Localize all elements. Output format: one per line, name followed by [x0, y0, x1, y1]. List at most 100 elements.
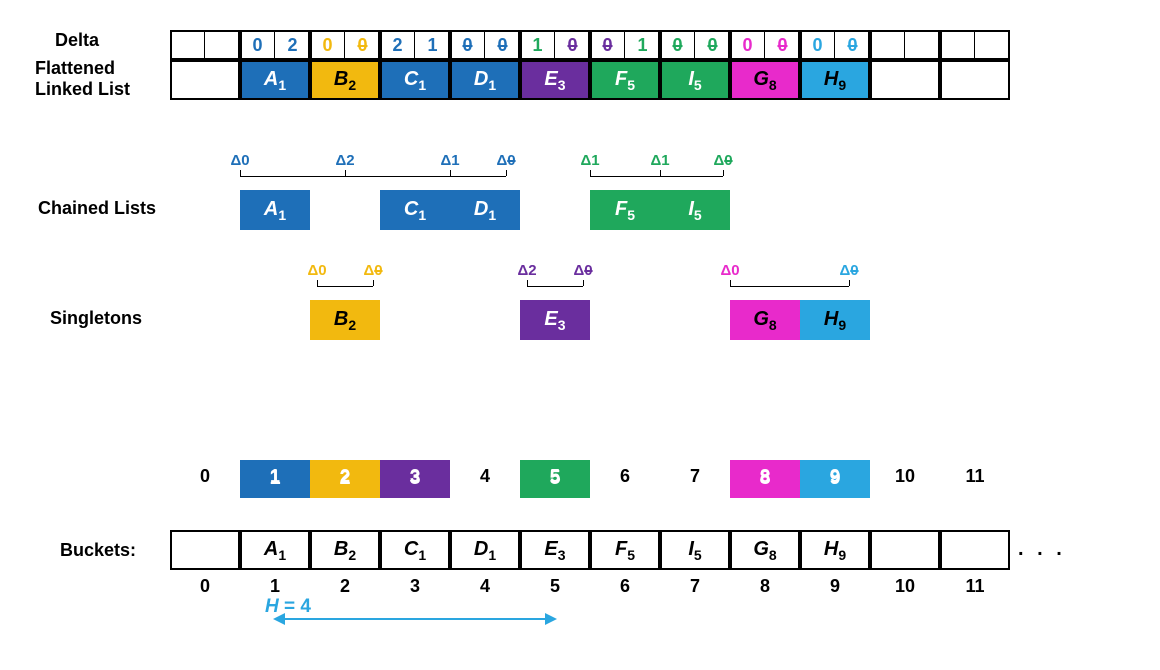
tick	[506, 170, 507, 176]
delta-value: 0	[555, 30, 590, 60]
delta-half	[205, 30, 240, 60]
bucket-item-G: G8	[730, 530, 800, 570]
delta-annotation: Δ1	[570, 152, 610, 169]
bucket-index: 3	[380, 576, 450, 597]
bucket-index: 4	[450, 576, 520, 597]
flat-cell-outline	[940, 60, 1010, 100]
bucket-color-index: 7	[660, 466, 730, 487]
bucket-index: 7	[660, 576, 730, 597]
chained-F: F5	[590, 190, 660, 230]
chained-D: D1	[450, 190, 520, 230]
brace	[317, 286, 373, 287]
delta-value: 1	[520, 30, 555, 60]
flat-item-F: F5	[590, 60, 660, 100]
delta-annotation: Δ0	[220, 152, 260, 169]
delta-annotation: Δ2	[325, 152, 365, 169]
delta-value: 0	[590, 30, 625, 60]
delta-annotation: Δ0	[563, 262, 603, 279]
delta-value: 0	[450, 30, 485, 60]
flat-item-G: G8	[730, 60, 800, 100]
delta-value: 0	[240, 30, 275, 60]
bucket-item-H: H9	[800, 530, 870, 570]
label-delta: Delta	[55, 30, 165, 51]
delta-value: 0	[660, 30, 695, 60]
brace	[590, 176, 723, 177]
delta-half	[905, 30, 940, 60]
delta-value: 0	[835, 30, 870, 60]
bucket-item-E: E3	[520, 530, 590, 570]
ellipsis: . . .	[1018, 538, 1066, 561]
flat-item-A: A1	[240, 60, 310, 100]
bucket-item-I: I5	[660, 530, 730, 570]
bucket-item-F: F5	[590, 530, 660, 570]
h-arrow-head	[273, 613, 285, 625]
delta-value: 0	[485, 30, 520, 60]
bucket-color-index: 10	[870, 466, 940, 487]
bucket-index: 5	[520, 576, 590, 597]
brace	[527, 286, 583, 287]
tick	[373, 280, 374, 286]
chained-I: I5	[660, 190, 730, 230]
tick	[723, 170, 724, 176]
tick	[583, 280, 584, 286]
bucket-color-index-overlay: 8	[730, 466, 800, 487]
bucket-index: 2	[310, 576, 380, 597]
delta-value: 0	[800, 30, 835, 60]
bucket-item-D: D1	[450, 530, 520, 570]
singleton-G: G8	[730, 300, 800, 340]
flat-cell-outline	[870, 60, 940, 100]
delta-annotation: Δ2	[507, 262, 547, 279]
bucket-index: 8	[730, 576, 800, 597]
flat-item-H: H9	[800, 60, 870, 100]
bucket-color-index: 6	[590, 466, 660, 487]
bucket-index: 6	[590, 576, 660, 597]
delta-annotation: Δ0	[297, 262, 337, 279]
delta-annotation: Δ1	[430, 152, 470, 169]
bucket-color-index: 0	[170, 466, 240, 487]
delta-value: 0	[765, 30, 800, 60]
h-arrow-line	[275, 618, 555, 620]
delta-half	[170, 30, 205, 60]
bucket-outline	[870, 530, 940, 570]
chained-C: C1	[380, 190, 450, 230]
label-buckets: Buckets:	[60, 540, 160, 561]
delta-annotation: Δ0	[710, 262, 750, 279]
delta-value: 1	[625, 30, 660, 60]
chained-A: A1	[240, 190, 310, 230]
h-label: H = 4	[265, 596, 311, 618]
flat-item-E: E3	[520, 60, 590, 100]
bucket-item-A: A1	[240, 530, 310, 570]
delta-half	[870, 30, 905, 60]
delta-value: 0	[345, 30, 380, 60]
delta-annotation: Δ0	[703, 152, 743, 169]
bucket-index: 10	[870, 576, 940, 597]
bucket-item-C: C1	[380, 530, 450, 570]
bucket-color-index-overlay: 9	[800, 466, 870, 487]
delta-annotation: Δ1	[640, 152, 680, 169]
singleton-B: B2	[310, 300, 380, 340]
bucket-index: 9	[800, 576, 870, 597]
bucket-index: 11	[940, 576, 1010, 597]
delta-annotation: Δ0	[829, 262, 869, 279]
bucket-color-index: 4	[450, 466, 520, 487]
label-singletons: Singletons	[50, 308, 170, 329]
h-arrow-head	[545, 613, 557, 625]
brace	[240, 176, 506, 177]
bucket-color-index-overlay: 5	[520, 466, 590, 487]
flat-item-D: D1	[450, 60, 520, 100]
bucket-index: 0	[170, 576, 240, 597]
delta-annotation: Δ0	[353, 262, 393, 279]
delta-value: 0	[695, 30, 730, 60]
flat-item-C: C1	[380, 60, 450, 100]
delta-half	[940, 30, 975, 60]
flat-cell-outline	[170, 60, 240, 100]
delta-value: 1	[415, 30, 450, 60]
diagram-root: DeltaFlattenedLinked ListChained ListsSi…	[0, 0, 1160, 670]
singleton-E: E3	[520, 300, 590, 340]
flat-item-I: I5	[660, 60, 730, 100]
delta-annotation: Δ0	[486, 152, 526, 169]
bucket-outline	[940, 530, 1010, 570]
delta-value: 2	[380, 30, 415, 60]
bucket-index: 1	[240, 576, 310, 597]
delta-value: 0	[730, 30, 765, 60]
